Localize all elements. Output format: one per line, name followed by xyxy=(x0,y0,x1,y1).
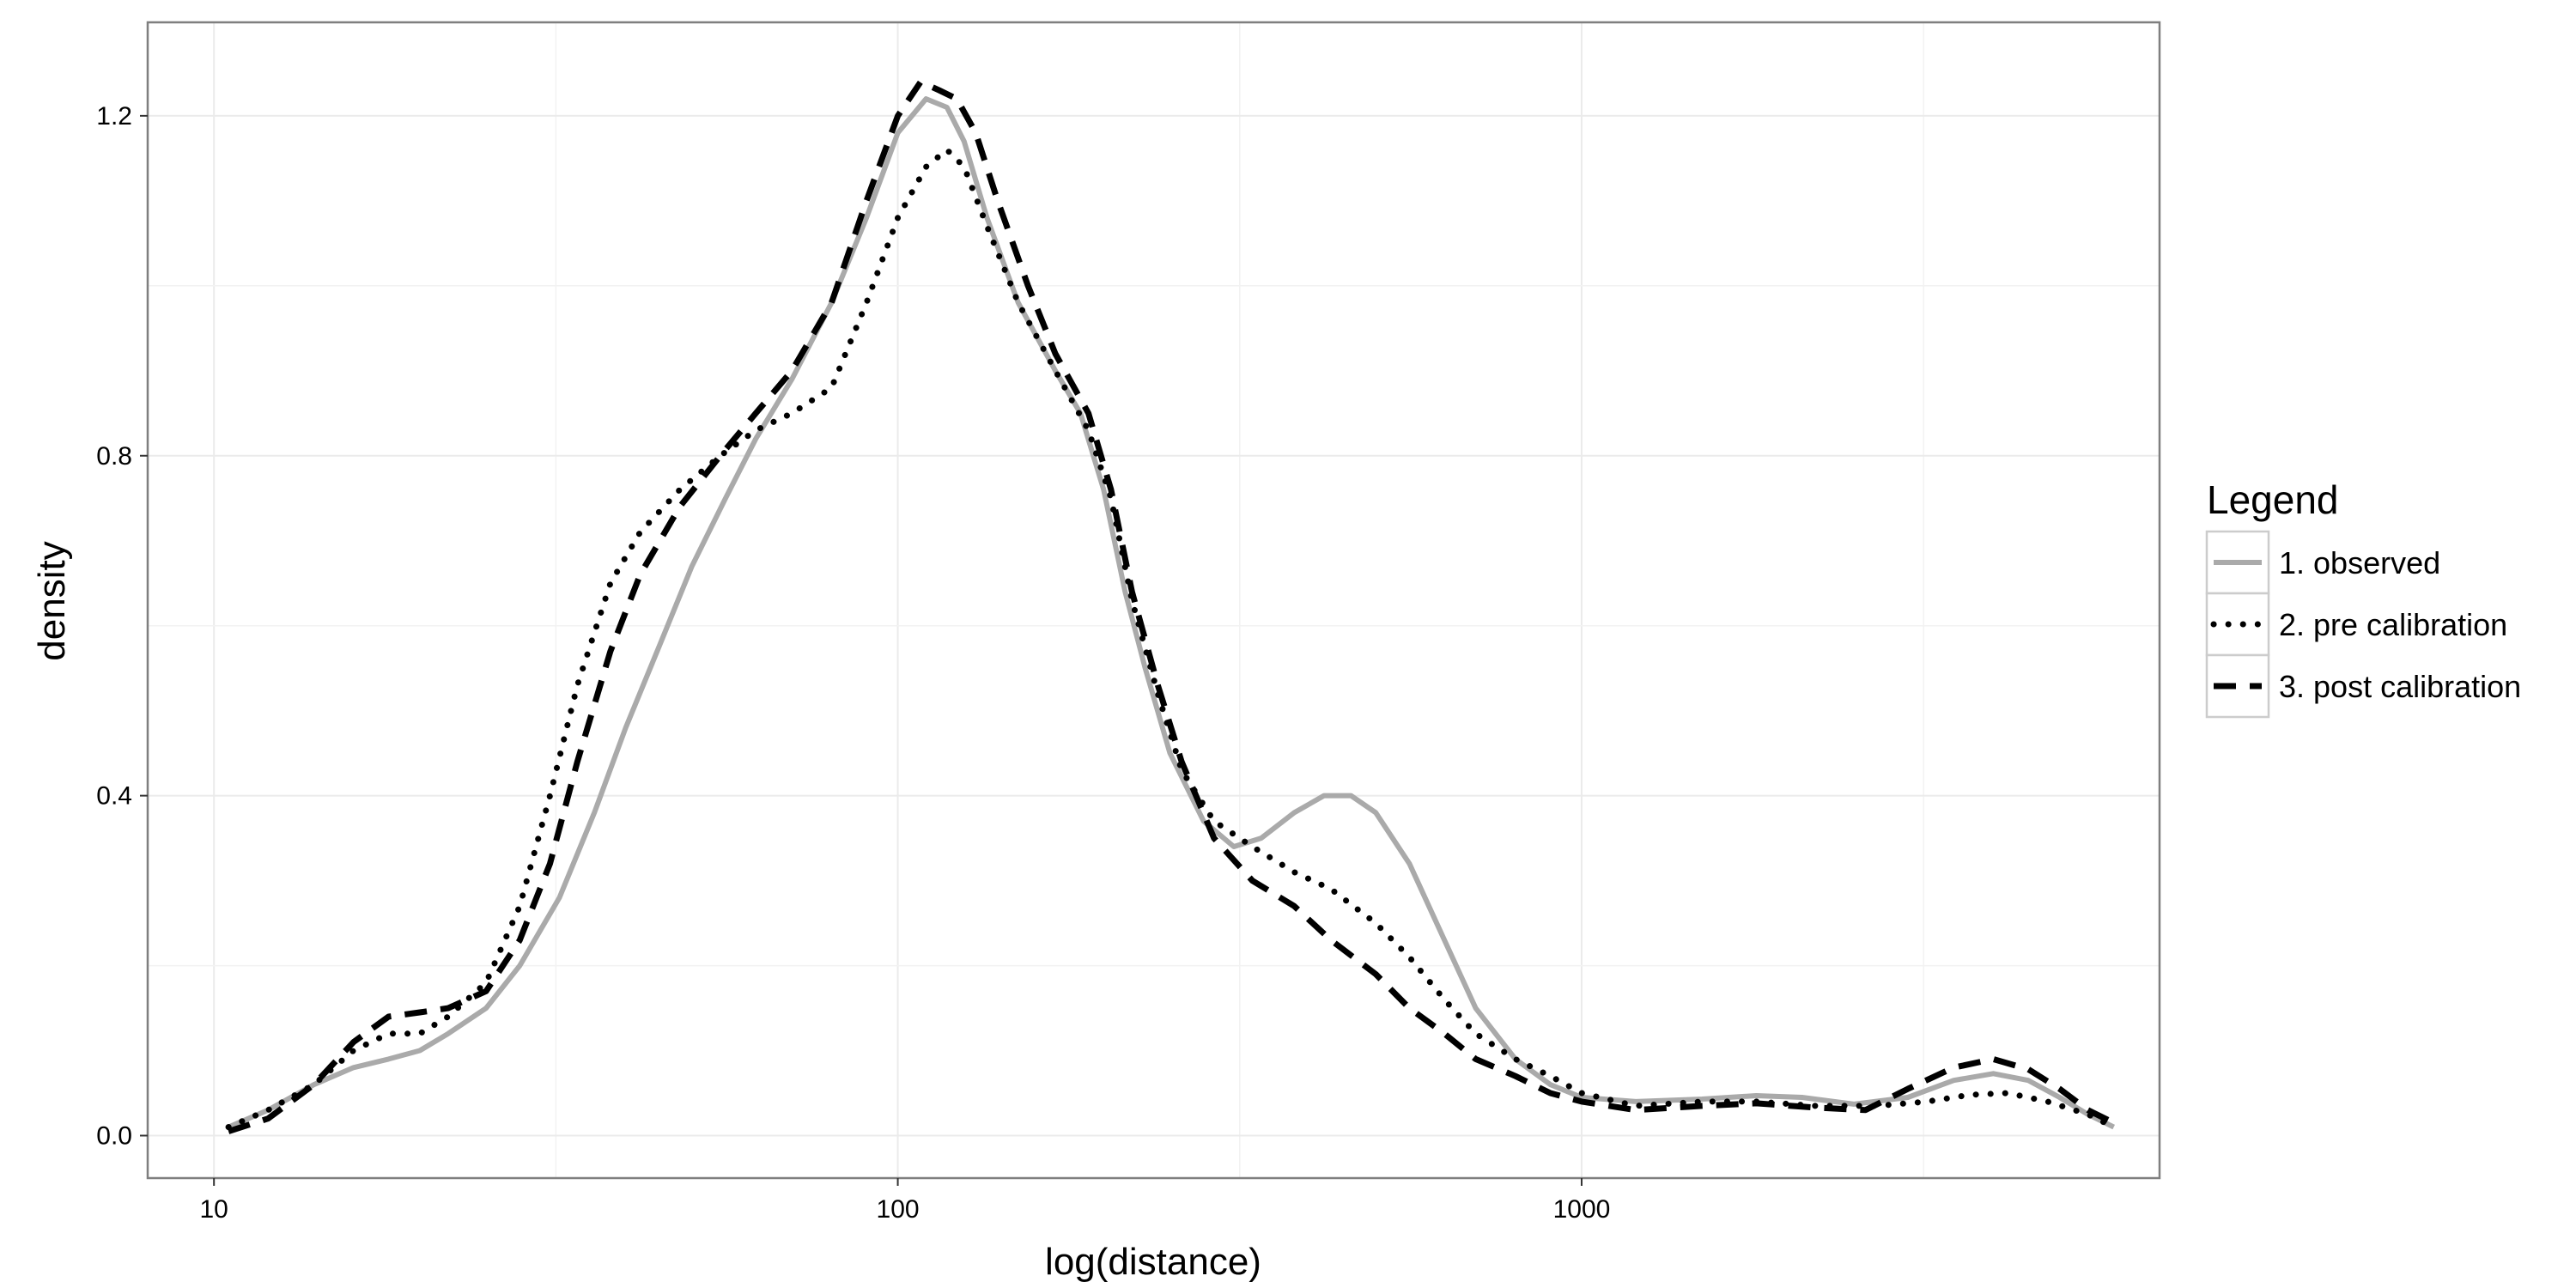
legend-title: Legend xyxy=(2207,477,2339,522)
legend-items: 1. observed 2. pre calibration 3. post cal… xyxy=(2205,530,2521,719)
plot-panel-border xyxy=(146,21,2161,1180)
legend-label: 3. post calibration xyxy=(2279,669,2521,704)
legend-label: 2. pre calibration xyxy=(2279,607,2507,642)
series-line-1 xyxy=(227,96,2116,1130)
series-line-2 xyxy=(225,147,2117,1131)
series-lines xyxy=(225,78,2117,1134)
x-axis: 10 100 1000 xyxy=(199,1178,1610,1224)
x-axis-title: log(distance) xyxy=(1045,1241,1261,1283)
y-tick-label: 0.0 xyxy=(96,1122,132,1151)
x-tick-label: 100 xyxy=(877,1195,920,1224)
y-axis: 0.0 0.4 0.8 1.2 xyxy=(96,102,148,1151)
y-axis-title: density xyxy=(31,541,73,660)
x-tick-label: 10 xyxy=(199,1195,228,1224)
grid-lines xyxy=(148,22,2160,1178)
y-tick-label: 1.2 xyxy=(96,102,132,131)
legend: Legend 1. observed 2. pre calibration 3. p… xyxy=(2205,477,2521,719)
x-tick-label: 1000 xyxy=(1553,1195,1611,1224)
legend-label: 1. observed xyxy=(2279,545,2440,580)
y-tick-label: 0.8 xyxy=(96,442,132,471)
y-tick-label: 0.4 xyxy=(96,782,132,811)
series-line-3 xyxy=(228,78,2116,1134)
